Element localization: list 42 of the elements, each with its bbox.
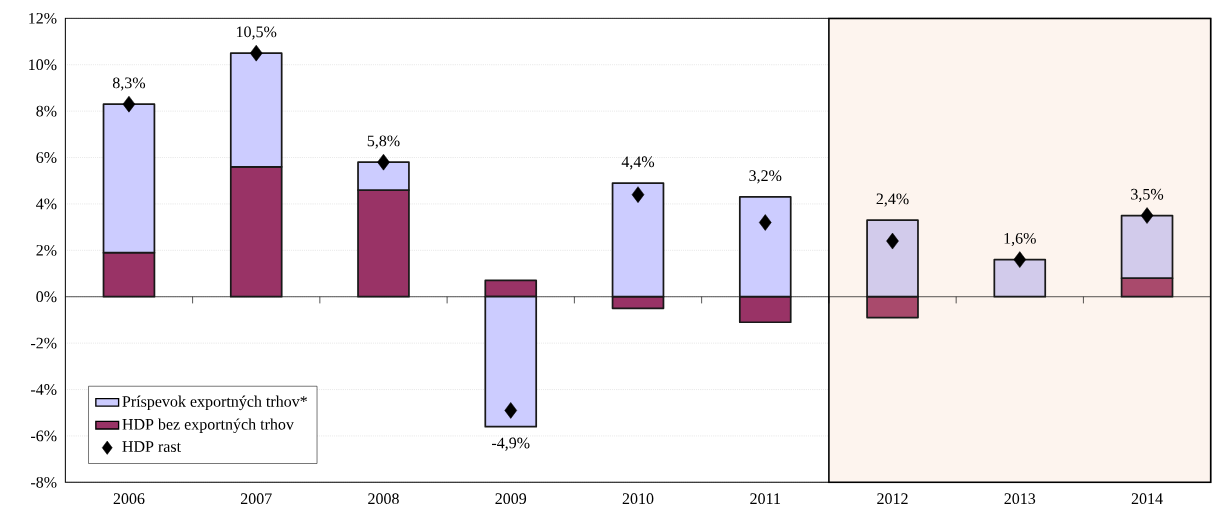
- data-label: 2,4%: [876, 193, 909, 207]
- point: [504, 402, 518, 419]
- y-tick-label: -4%: [31, 384, 57, 395]
- point: [631, 186, 645, 203]
- y-tick-label: -8%: [31, 476, 57, 488]
- data-label: 4,4%: [621, 156, 655, 170]
- point: [886, 232, 899, 250]
- x-tick-label: 2009: [495, 493, 527, 505]
- x-tick-label: 2011: [750, 493, 781, 505]
- data-label: 10,5%: [236, 26, 277, 40]
- data-label: 8,3%: [112, 77, 146, 91]
- data-label: 3,2%: [749, 170, 782, 184]
- x-tick-label: 2008: [368, 493, 399, 505]
- legend-label: HDP rast: [122, 441, 181, 452]
- point: [122, 95, 136, 113]
- point: [1140, 207, 1154, 224]
- x-tick-label: 2006: [113, 493, 145, 505]
- y-tick-label: 6%: [36, 152, 57, 163]
- legend-label: Príspevok exportných trhov*: [122, 395, 307, 411]
- x-tick-label: 2012: [877, 493, 908, 505]
- point: [1013, 251, 1027, 268]
- data-label: 5,8%: [367, 135, 400, 149]
- data-label: -4,9%: [492, 437, 530, 451]
- y-tick-label: 2%: [36, 244, 57, 256]
- x-tick-label: 2014: [1131, 493, 1163, 505]
- x-tick-label: 2013: [1004, 493, 1036, 505]
- y-tick-label: 12%: [29, 12, 57, 24]
- point: [759, 214, 772, 231]
- y-tick-label: 4%: [36, 198, 57, 210]
- point: [249, 44, 263, 62]
- y-tick-label: -6%: [31, 430, 57, 442]
- bar: [993, 258, 1047, 298]
- x-tick-label: 2007: [240, 493, 272, 505]
- y-tick-label: 10%: [29, 59, 57, 71]
- x-tick-label: 2010: [622, 493, 654, 505]
- point: [377, 153, 390, 171]
- y-tick-label: 0%: [36, 291, 57, 303]
- legend-label: HDP bez exportných trhov: [122, 418, 294, 434]
- y-tick-label: -2%: [31, 337, 57, 349]
- data-label: 1,6%: [1004, 232, 1036, 247]
- data-label: 3,5%: [1131, 188, 1164, 202]
- y-tick-label: 8%: [36, 105, 57, 117]
